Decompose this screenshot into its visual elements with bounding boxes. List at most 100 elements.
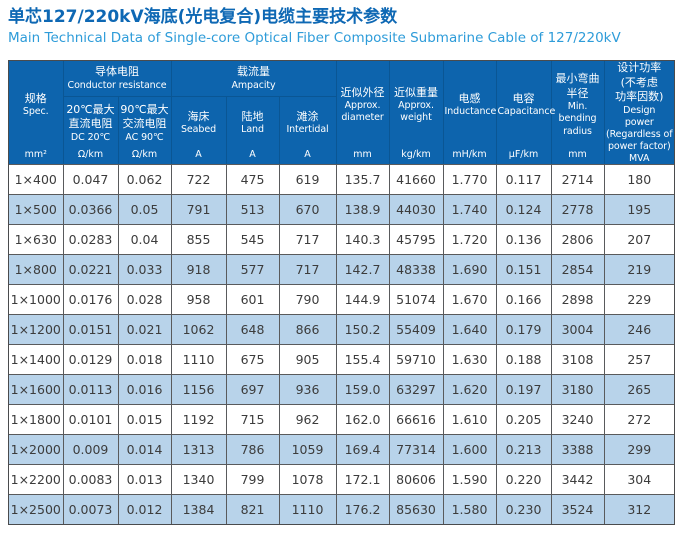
cell-capacitance: 0.117 bbox=[495, 164, 552, 195]
cell-dc20: 0.0083 bbox=[62, 464, 119, 495]
cell-weight: 85630 bbox=[388, 494, 444, 524]
cell-capacitance: 0.151 bbox=[495, 254, 552, 285]
cell-land: 799 bbox=[225, 464, 280, 495]
cell-dc20: 0.0129 bbox=[62, 344, 119, 375]
cell-capacitance: 0.230 bbox=[495, 494, 552, 524]
cell-capacitance: 0.197 bbox=[495, 374, 552, 405]
cell-spec: 1×800 bbox=[9, 254, 64, 285]
col-header-weight: 近似重量 Approx. weight kg/km bbox=[388, 61, 444, 165]
table-row: 1×1600 0.0113 0.016 1156 697 936 159.0 63297 1.6… bbox=[9, 374, 675, 405]
col-header-land-en: Land bbox=[241, 124, 264, 136]
table-row: 1×2000 0.009 0.014 1313 786 1059 169.4 77314 1.6… bbox=[9, 434, 675, 465]
cell-power: 312 bbox=[603, 494, 675, 524]
cell-ac90: 0.021 bbox=[117, 314, 172, 345]
cell-power: 246 bbox=[603, 314, 675, 345]
spec-table: 规格 Spec. mm² 导体电阻 Conductor resistance bbox=[9, 61, 675, 524]
page-title: 单芯127/220kV海底(光电复合)电缆主要技术参数 bbox=[8, 7, 398, 27]
cell-inductance: 1.580 bbox=[442, 494, 497, 524]
cell-power: 257 bbox=[603, 344, 675, 375]
cell-land: 601 bbox=[225, 284, 280, 315]
table-row: 1×1000 0.0176 0.028 958 601 790 144.9 51074 1.67… bbox=[9, 284, 675, 315]
col-header-design-power-en: Design power (Regardless of power factor… bbox=[606, 104, 673, 153]
cell-ac90: 0.016 bbox=[117, 374, 172, 405]
table-row: 1×2200 0.0083 0.013 1340 799 1078 172.1 80606 1.… bbox=[9, 464, 675, 495]
cell-seabed: 1156 bbox=[170, 374, 227, 405]
cell-weight: 44030 bbox=[388, 194, 444, 225]
cell-bending: 2714 bbox=[550, 164, 605, 195]
cell-bending: 3388 bbox=[550, 434, 605, 465]
cell-capacitance: 0.220 bbox=[495, 464, 552, 495]
group-ampacity-en: Ampacity bbox=[231, 79, 276, 91]
col-header-dc-resistance-zh: 20℃最大 直流电阻 bbox=[66, 102, 115, 131]
cell-diameter: 140.3 bbox=[335, 224, 390, 255]
page-subtitle: Main Technical Data of Single-core Optic… bbox=[8, 30, 621, 46]
cell-seabed: 1313 bbox=[170, 434, 227, 465]
cell-power: 299 bbox=[603, 434, 675, 465]
cell-weight: 80606 bbox=[388, 464, 444, 495]
cell-capacitance: 0.213 bbox=[495, 434, 552, 465]
col-header-dc-resistance: 20℃最大 直流电阻 DC 20℃ Ω/km bbox=[63, 96, 119, 165]
cell-spec: 1×2200 bbox=[9, 464, 64, 495]
col-header-intertidal-en: Intertidal bbox=[286, 124, 329, 136]
cell-land: 697 bbox=[225, 374, 280, 405]
cell-land: 475 bbox=[225, 164, 280, 195]
cell-land: 513 bbox=[225, 194, 280, 225]
cell-capacitance: 0.166 bbox=[495, 284, 552, 315]
cell-capacitance: 0.124 bbox=[495, 194, 552, 225]
cell-intertidal: 717 bbox=[278, 254, 337, 285]
col-group-conductor-resistance: 导体电阻 Conductor resistance bbox=[62, 61, 172, 98]
cell-power: 219 bbox=[603, 254, 675, 285]
cell-diameter: 142.7 bbox=[335, 254, 390, 285]
cell-inductance: 1.640 bbox=[442, 314, 497, 345]
cell-land: 821 bbox=[225, 494, 280, 524]
table-row: 1×2500 0.0073 0.012 1384 821 1110 176.2 85630 1.… bbox=[9, 494, 675, 524]
cell-seabed: 1110 bbox=[170, 344, 227, 375]
cell-inductance: 1.690 bbox=[442, 254, 497, 285]
col-header-intertidal: 滩涂 Intertidal A bbox=[278, 96, 337, 165]
cell-diameter: 159.0 bbox=[335, 374, 390, 405]
cell-bending: 2854 bbox=[550, 254, 605, 285]
cell-capacitance: 0.136 bbox=[495, 224, 552, 255]
cell-power: 229 bbox=[603, 284, 675, 315]
cell-bending: 3004 bbox=[550, 314, 605, 345]
cell-weight: 51074 bbox=[388, 284, 444, 315]
col-header-ac-resistance: 90℃最大 交流电阻 AC 90℃ Ω/km bbox=[117, 96, 172, 165]
cell-dc20: 0.0101 bbox=[62, 404, 119, 435]
cell-diameter: 169.4 bbox=[335, 434, 390, 465]
table-header: 规格 Spec. mm² 导体电阻 Conductor resistance bbox=[9, 61, 675, 165]
col-header-weight-unit: kg/km bbox=[401, 149, 431, 160]
cell-seabed: 722 bbox=[170, 164, 227, 195]
col-header-capacitance-unit: μF/km bbox=[508, 149, 539, 160]
cell-land: 786 bbox=[225, 434, 280, 465]
table-row: 1×630 0.0283 0.04 855 545 717 140.3 45795 1.720 0… bbox=[9, 224, 675, 255]
table-row: 1×1200 0.0151 0.021 1062 648 866 150.2 55409 1.6… bbox=[9, 314, 675, 345]
cell-weight: 41660 bbox=[388, 164, 444, 195]
cell-land: 648 bbox=[225, 314, 280, 345]
cell-intertidal: 936 bbox=[278, 374, 337, 405]
col-header-intertidal-zh: 滩涂 bbox=[296, 109, 319, 123]
cell-power: 180 bbox=[603, 164, 675, 195]
col-header-diameter-zh: 近似外径 bbox=[340, 85, 385, 99]
cell-spec: 1×1800 bbox=[9, 404, 64, 435]
cell-ac90: 0.028 bbox=[117, 284, 172, 315]
cell-spec: 1×630 bbox=[9, 224, 64, 255]
col-header-dc-resistance-unit: Ω/km bbox=[77, 148, 104, 160]
cell-diameter: 162.0 bbox=[335, 404, 390, 435]
cell-intertidal: 1059 bbox=[278, 434, 337, 465]
cell-dc20: 0.047 bbox=[62, 164, 119, 195]
col-header-spec-zh: 规格 bbox=[24, 91, 47, 105]
cell-ac90: 0.012 bbox=[117, 494, 172, 524]
col-header-weight-en: Approx. weight bbox=[398, 100, 434, 124]
group-conductor-zh: 导体电阻 bbox=[95, 65, 139, 79]
cell-inductance: 1.770 bbox=[442, 164, 497, 195]
cell-bending: 3240 bbox=[550, 404, 605, 435]
cell-spec: 1×1000 bbox=[9, 284, 64, 315]
table-row: 1×500 0.0366 0.05 791 513 670 138.9 44030 1.740 0… bbox=[9, 194, 675, 225]
cell-seabed: 791 bbox=[170, 194, 227, 225]
col-header-spec-en: Spec. bbox=[22, 106, 49, 118]
cell-intertidal: 619 bbox=[278, 164, 337, 195]
col-header-design-power-zh: 设计功率 (不考虑 功率因数) bbox=[615, 61, 664, 104]
cell-land: 715 bbox=[225, 404, 280, 435]
col-header-seabed: 海床 Seabed A bbox=[170, 96, 227, 165]
